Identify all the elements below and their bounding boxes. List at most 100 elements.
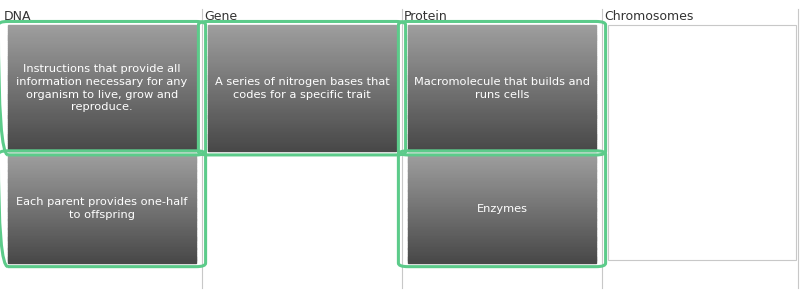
Bar (408, 105, 596, 107)
Bar (408, 230, 596, 232)
Bar (408, 128, 596, 130)
Bar (8, 221, 196, 223)
Bar (408, 163, 596, 165)
Bar (208, 103, 396, 105)
Bar (408, 218, 596, 220)
Text: Enzymes: Enzymes (477, 204, 527, 214)
Bar (8, 84, 196, 86)
Bar (408, 96, 596, 99)
Bar (8, 69, 196, 71)
Bar (608, 25, 796, 260)
Bar (208, 109, 396, 111)
Bar (408, 107, 596, 109)
Bar (408, 63, 596, 65)
Bar (408, 183, 596, 185)
Bar (8, 214, 196, 216)
Bar (208, 130, 396, 132)
Bar (8, 208, 196, 211)
Bar (8, 41, 196, 44)
Bar (208, 111, 396, 113)
Bar (208, 132, 396, 135)
Bar (8, 75, 196, 78)
Bar (8, 156, 196, 158)
Bar (8, 223, 196, 225)
Text: Gene: Gene (204, 10, 237, 23)
Bar (8, 255, 196, 258)
Bar (8, 143, 196, 145)
Bar (8, 207, 196, 209)
Bar (8, 201, 196, 203)
Bar (408, 52, 596, 54)
Bar (208, 27, 396, 29)
Bar (408, 132, 596, 135)
Bar (208, 128, 396, 130)
Bar (208, 29, 396, 31)
Bar (8, 37, 196, 40)
Bar (8, 107, 196, 109)
Bar (408, 212, 596, 214)
Bar (408, 203, 596, 205)
Bar (408, 71, 596, 74)
Bar (8, 48, 196, 50)
Bar (208, 113, 396, 116)
Bar (408, 90, 596, 92)
Bar (408, 227, 596, 229)
Bar (408, 103, 596, 105)
Bar (8, 141, 196, 143)
Bar (8, 218, 196, 220)
Bar (408, 167, 596, 169)
Bar (8, 159, 196, 162)
Bar (408, 35, 596, 38)
Bar (208, 138, 396, 141)
Bar (8, 122, 196, 124)
Bar (208, 75, 396, 78)
Bar (408, 56, 596, 59)
Bar (8, 239, 196, 241)
Bar (408, 54, 596, 56)
Bar (8, 27, 196, 29)
Bar (8, 212, 196, 214)
Bar (408, 33, 596, 36)
Bar (208, 122, 396, 124)
Bar (408, 41, 596, 44)
Bar (408, 171, 596, 173)
Bar (208, 25, 396, 27)
Bar (408, 219, 596, 221)
Bar (408, 141, 596, 143)
Bar (8, 250, 196, 252)
Bar (408, 98, 596, 101)
Bar (408, 199, 596, 201)
Bar (208, 149, 396, 151)
Bar (8, 81, 196, 84)
Bar (8, 176, 196, 178)
Bar (8, 117, 196, 120)
Bar (8, 134, 196, 137)
Bar (408, 239, 596, 241)
Bar (8, 25, 196, 27)
Bar (408, 248, 596, 250)
Bar (8, 210, 196, 212)
Bar (8, 149, 196, 151)
Bar (8, 33, 196, 36)
Bar (8, 219, 196, 221)
Bar (408, 77, 596, 80)
Bar (8, 44, 196, 46)
Bar (408, 255, 596, 258)
Bar (408, 188, 596, 191)
Bar (8, 154, 196, 156)
Bar (8, 172, 196, 174)
Bar (8, 174, 196, 176)
Bar (408, 94, 596, 97)
Bar (408, 246, 596, 249)
Bar (8, 54, 196, 56)
Bar (408, 86, 596, 88)
Bar (408, 190, 596, 193)
Bar (8, 248, 196, 250)
Bar (208, 98, 396, 101)
Bar (8, 178, 196, 180)
Bar (408, 143, 596, 145)
Bar (8, 50, 196, 52)
Bar (208, 44, 396, 46)
Bar (8, 241, 196, 243)
Bar (8, 92, 196, 95)
